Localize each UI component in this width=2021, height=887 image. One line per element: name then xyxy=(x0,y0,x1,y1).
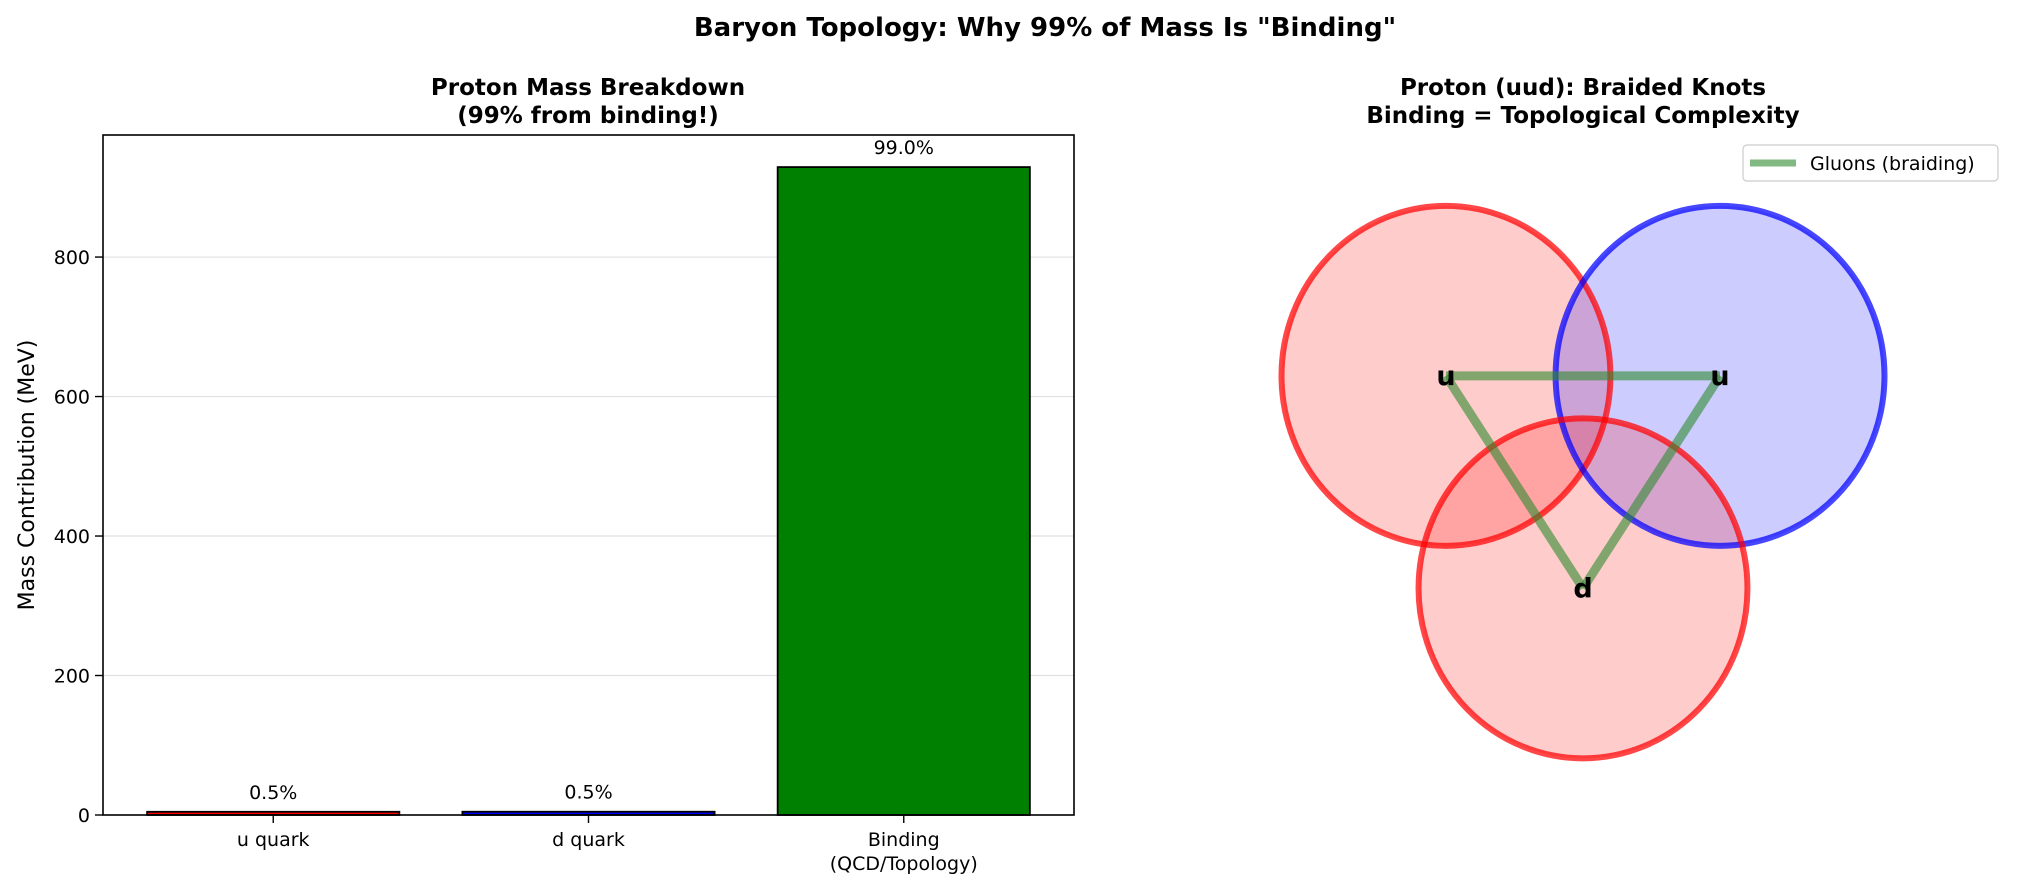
x-tick-sublabel: (QCD/Topology) xyxy=(830,853,978,875)
x-tick-label: d quark xyxy=(552,829,625,851)
quark-labels: u u d xyxy=(1436,361,1729,604)
bar-chart-y-axis: 0 200 400 600 800 xyxy=(54,247,103,827)
quark-label: d xyxy=(1573,573,1592,604)
diagram-title-line1: Proton (uud): Braided Knots xyxy=(1400,75,1766,101)
quark-circles xyxy=(1278,202,1888,762)
quark-diagram-panel: Proton (uud): Braided Knots Binding = To… xyxy=(1278,75,1999,762)
gluon-line xyxy=(1442,373,1587,591)
y-tick-label: 600 xyxy=(54,387,90,409)
x-tick-label: Binding xyxy=(868,829,940,851)
quark-label: u xyxy=(1436,361,1455,392)
bar-chart-y-axis-label: Mass Contribution (MeV) xyxy=(15,340,40,611)
bar-chart-title-line2: (99% from binding!) xyxy=(457,103,719,129)
gluon-lines xyxy=(1442,371,1724,591)
bar-chart-title-line1: Proton Mass Breakdown xyxy=(431,75,745,101)
legend-frame xyxy=(1742,144,1999,182)
quark-label: u xyxy=(1710,361,1729,392)
y-tick-label: 200 xyxy=(54,666,90,688)
gluon-line xyxy=(1579,373,1724,591)
bar-data-label: 0.5% xyxy=(564,782,612,804)
bar-binding xyxy=(776,166,1031,816)
y-tick-label: 800 xyxy=(54,247,90,269)
quark-circle-outline xyxy=(1415,415,1751,762)
y-tick-label: 0 xyxy=(78,805,90,827)
y-tick-label: 400 xyxy=(54,526,90,548)
bar-chart-panel: Proton Mass Breakdown (99% from binding!… xyxy=(15,75,1075,875)
bar-chart-data-labels: 0.5% 0.5% 99.0% xyxy=(249,137,934,804)
diagram-legend: Gluons (braiding) xyxy=(1742,144,1999,182)
bar-data-label: 0.5% xyxy=(249,782,297,804)
diagram-title-line2: Binding = Topological Complexity xyxy=(1366,103,1799,129)
bar-data-label: 99.0% xyxy=(874,137,934,159)
legend-gluon-label: Gluons (braiding) xyxy=(1810,153,1975,175)
x-tick-label: u quark xyxy=(237,829,310,851)
bar-chart-x-axis: u quark d quark Binding(QCD/Topology) xyxy=(237,815,978,875)
figure-suptitle: Baryon Topology: Why 99% of Mass Is "Bin… xyxy=(694,13,1396,43)
bar-chart-bars xyxy=(146,166,1031,816)
